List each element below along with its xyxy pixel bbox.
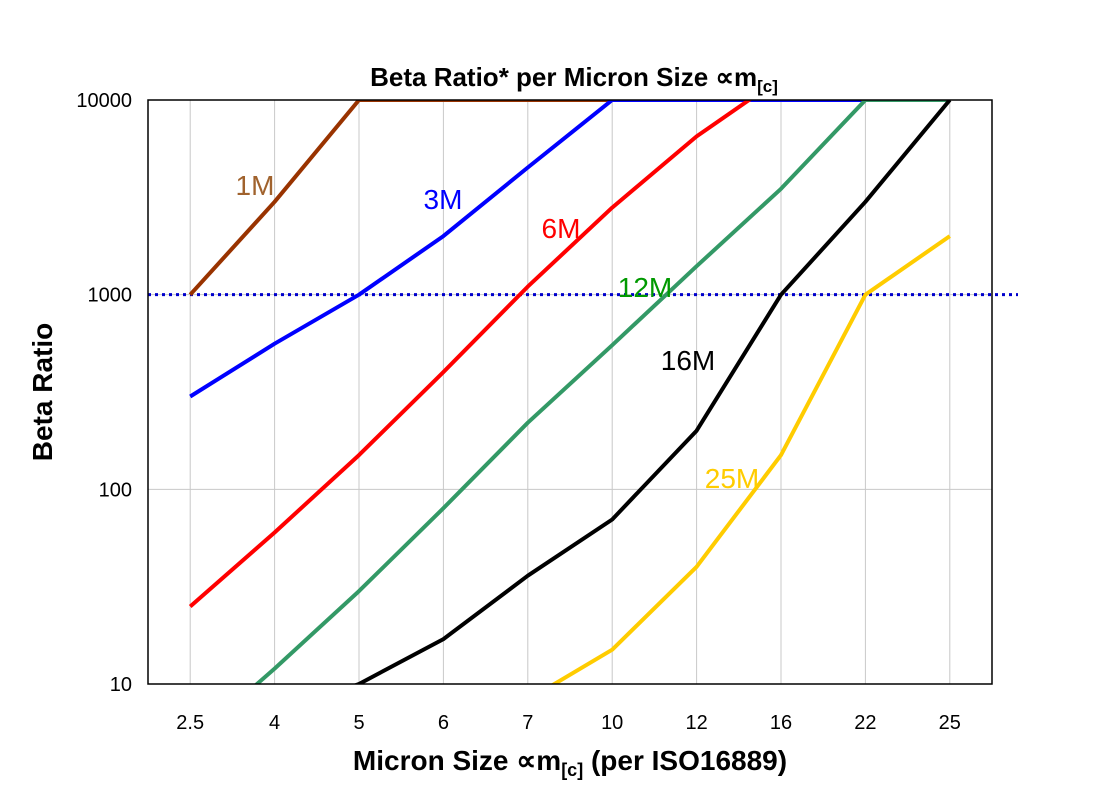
y-tick-label: 10	[110, 674, 132, 696]
x-tick-label: 4	[269, 712, 280, 734]
y-tick-label: 10000	[76, 90, 132, 112]
x-tick-label: 10	[601, 712, 623, 734]
chart-title: Beta Ratio* per Micron Size ∝m[c]	[370, 62, 778, 96]
x-tick-label: 25	[939, 712, 961, 734]
y-ticks: 10 100 1000 10000	[76, 90, 132, 696]
series-label-3M: 3M	[424, 184, 463, 215]
x-tick-label: 6	[438, 712, 449, 734]
series-line-3M	[189, 100, 950, 399]
x-tick-label: 12	[685, 712, 707, 734]
x-tick-label: 7	[522, 712, 533, 734]
series-group	[188, 100, 952, 684]
series-label-6M: 6M	[542, 213, 581, 244]
x-ticks: 2.5 4 5 6 7 10 12 16 22 25	[176, 712, 961, 734]
series-line-1M	[188, 100, 950, 297]
series-label-16M: 16M	[661, 345, 715, 376]
x-tick-label: 16	[770, 712, 792, 734]
series-line-12M	[254, 100, 950, 684]
x-tick-label: 2.5	[176, 712, 204, 734]
series-label-1M: 1M	[236, 170, 275, 201]
y-tick-label: 100	[99, 479, 132, 501]
series-label-25M: 25M	[705, 463, 759, 494]
y-tick-label: 1000	[88, 285, 133, 307]
series-line-16M	[353, 100, 952, 684]
y-axis-label: Beta Ratio	[27, 323, 58, 461]
x-tick-label: 5	[353, 712, 364, 734]
series-line-6M	[188, 100, 950, 609]
series-label-12M: 12M	[618, 272, 672, 303]
x-tick-label: 22	[854, 712, 876, 734]
grid	[148, 99, 992, 685]
x-axis-label: Micron Size ∝m[c] (per ISO16889)	[353, 745, 787, 780]
series-labels: 1M 3M 6M 12M 16M 25M	[236, 170, 760, 494]
plot-frame	[147, 99, 993, 685]
series-line-25M	[550, 234, 951, 684]
